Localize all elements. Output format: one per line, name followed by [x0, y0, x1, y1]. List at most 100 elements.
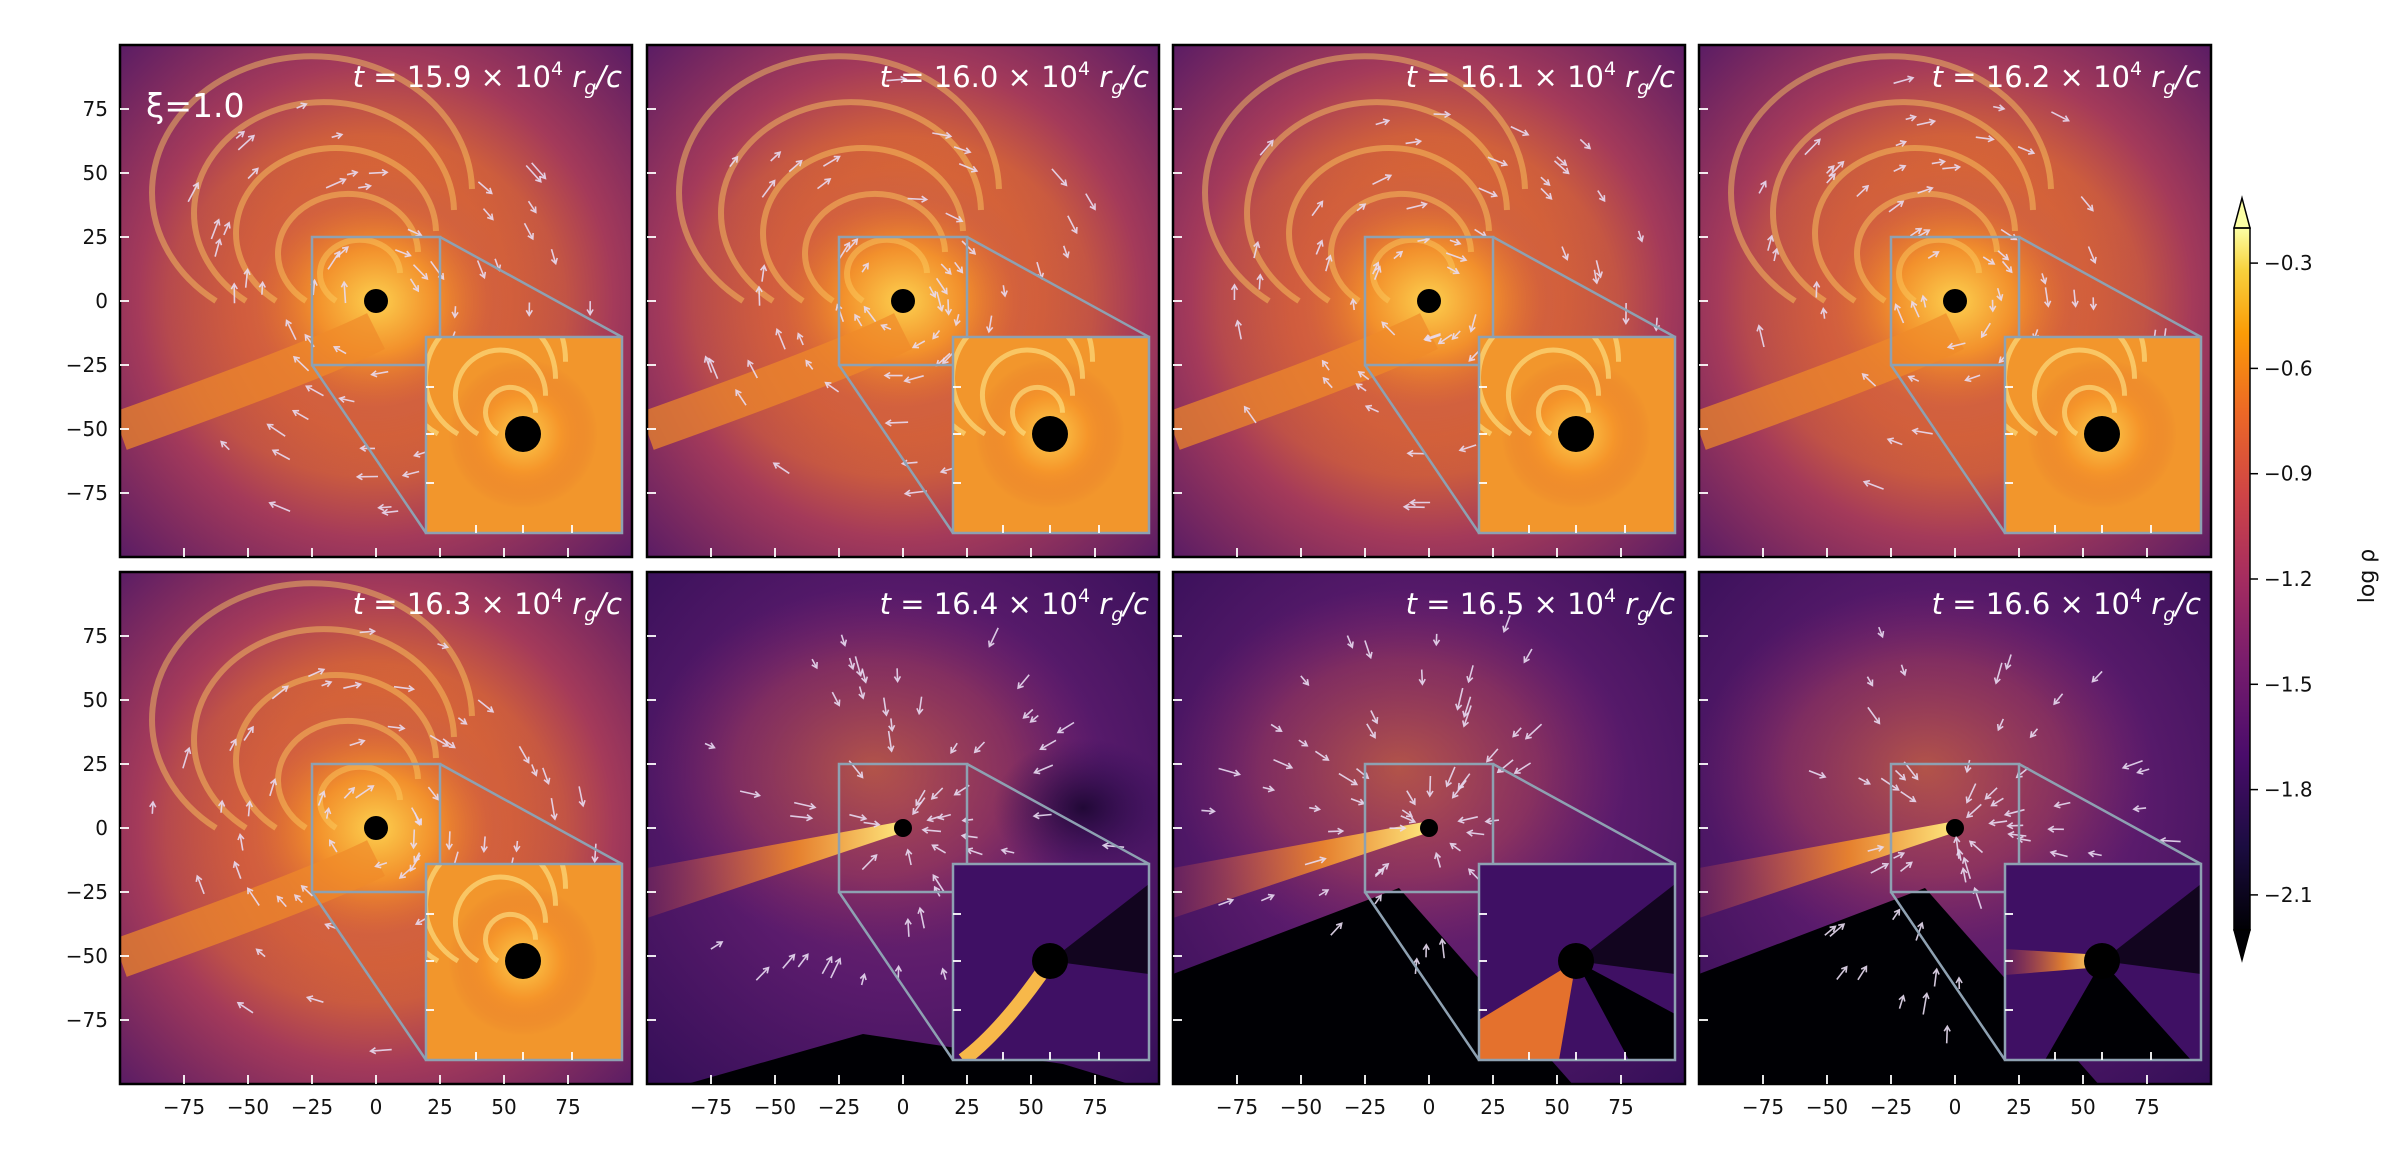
velocity-arrow	[1523, 648, 1533, 664]
velocity-arrow	[1867, 706, 1881, 725]
velocity-arrow	[1445, 252, 1468, 263]
velocity-arrow	[1961, 856, 1972, 880]
time-unit-sub: g	[1637, 604, 1649, 626]
inset-map	[953, 337, 1149, 533]
colorbar-label: log ρ	[2355, 549, 2380, 604]
velocity-arrow	[268, 501, 291, 512]
velocity-arrow	[905, 848, 913, 866]
time-unit: r	[2151, 587, 2165, 621]
velocity-arrow	[1867, 844, 1885, 852]
y-tick-label: −75	[66, 1008, 108, 1032]
spiral-arm	[802, 190, 948, 304]
velocity-arrow	[1270, 723, 1283, 732]
y-tick-label: 0	[95, 816, 108, 840]
velocity-arrow	[393, 684, 416, 693]
inset-spiral	[1010, 384, 1066, 437]
time-unit-sub: g	[2163, 604, 2175, 626]
velocity-arrow	[2043, 287, 2052, 308]
time-space	[1090, 587, 1099, 621]
velocity-arrow	[1828, 160, 1845, 178]
time-mid: × 10	[1524, 60, 1604, 94]
velocity-arrow	[1273, 758, 1294, 770]
velocity-arrow	[883, 371, 903, 380]
velocity-arrow	[1829, 923, 1846, 938]
colorbar-body	[2234, 228, 2250, 930]
velocity-arrow	[1300, 675, 1310, 686]
velocity-arrow	[1201, 807, 1216, 815]
velocity-arrow	[917, 906, 925, 929]
black-hole	[891, 289, 915, 313]
evacuated-cone	[1173, 888, 1573, 1084]
spiral-arm	[149, 580, 475, 831]
velocity-arrow	[1372, 174, 1393, 186]
velocity-arrow	[1898, 994, 1906, 1009]
velocity-arrow	[1374, 894, 1382, 905]
time-exponent: 4	[551, 58, 563, 80]
velocity-arrow	[930, 787, 944, 800]
time-unit: r	[572, 60, 586, 94]
velocity-arrow	[888, 718, 896, 733]
velocity-arrow	[258, 280, 267, 295]
inset-spiral	[1506, 347, 1602, 437]
velocity-arrow	[525, 164, 542, 183]
velocity-arrow	[1888, 200, 1905, 213]
panel-6: −75 −50 −25 0 25 50 75 t = 16.4 × 104 rg/c	[645, 570, 1161, 1119]
inset-spiral	[2032, 347, 2128, 437]
velocity-arrow	[1899, 664, 1907, 677]
time-mid: × 10	[998, 587, 1078, 621]
velocity-arrow	[343, 681, 363, 689]
velocity-arrow	[931, 844, 947, 854]
velocity-arrow	[480, 836, 488, 853]
velocity-arrow	[1946, 342, 1966, 350]
x-tick-label: −50	[1806, 1095, 1848, 1119]
velocity-arrow	[1256, 273, 1264, 290]
panel-1: 75 50 25 0 −25 −50 −75 t = 15.9 × 104 rg/c ξ=1.0	[66, 43, 634, 559]
spiral-arm	[191, 626, 457, 831]
time-mid: × 10	[2050, 60, 2130, 94]
velocity-arrow	[1085, 193, 1096, 211]
time-unit-sub: g	[1111, 604, 1123, 626]
velocity-arrow	[236, 1001, 254, 1014]
x-tick-label: 50	[1018, 1095, 1043, 1119]
velocity-arrow	[1356, 203, 1367, 212]
inset-black-hole	[505, 416, 541, 452]
time-unit: r	[572, 587, 586, 621]
velocity-arrow	[1432, 633, 1441, 647]
velocity-arrow	[904, 917, 912, 937]
velocity-arrow	[954, 261, 964, 274]
velocity-arrow	[2007, 830, 2027, 839]
time-unit: r	[1625, 587, 1639, 621]
velocity-arrow	[985, 315, 994, 334]
velocity-arrow	[1857, 965, 1868, 981]
velocity-arrow	[884, 419, 909, 427]
velocity-arrow	[232, 860, 242, 879]
velocity-arrow	[1911, 427, 1933, 435]
velocity-arrow	[1964, 759, 1972, 774]
zoom-box	[837, 235, 969, 367]
velocity-arrow	[903, 375, 924, 384]
inset-frame	[2003, 862, 2203, 1062]
velocity-arrow	[1434, 851, 1442, 868]
velocity-arrow	[1056, 721, 1075, 734]
velocity-arrow	[2040, 273, 2048, 285]
velocity-arrow	[1917, 229, 1931, 238]
velocity-arrow	[1824, 925, 1837, 936]
velocity-arrow	[412, 264, 429, 281]
time-unit-tail: /c	[1646, 60, 1675, 94]
velocity-arrow	[882, 697, 890, 717]
zoom-connector	[2018, 762, 2202, 866]
velocity-arrow	[932, 131, 953, 140]
time-unit-sub: g	[584, 604, 596, 626]
velocity-arrow	[2047, 825, 2064, 833]
velocity-arrow	[269, 778, 278, 797]
velocity-arrow	[355, 473, 379, 481]
time-unit-tail: /c	[593, 587, 622, 621]
zoom-box	[837, 762, 969, 894]
velocity-arrow	[1993, 104, 2006, 112]
velocity-arrow	[1017, 674, 1030, 690]
velocity-arrow	[707, 357, 719, 380]
x-tick-label: 25	[427, 1095, 452, 1119]
velocity-arrow	[1826, 173, 1836, 184]
time-label: t = 16.6 × 104 rg/c	[1932, 585, 2201, 626]
